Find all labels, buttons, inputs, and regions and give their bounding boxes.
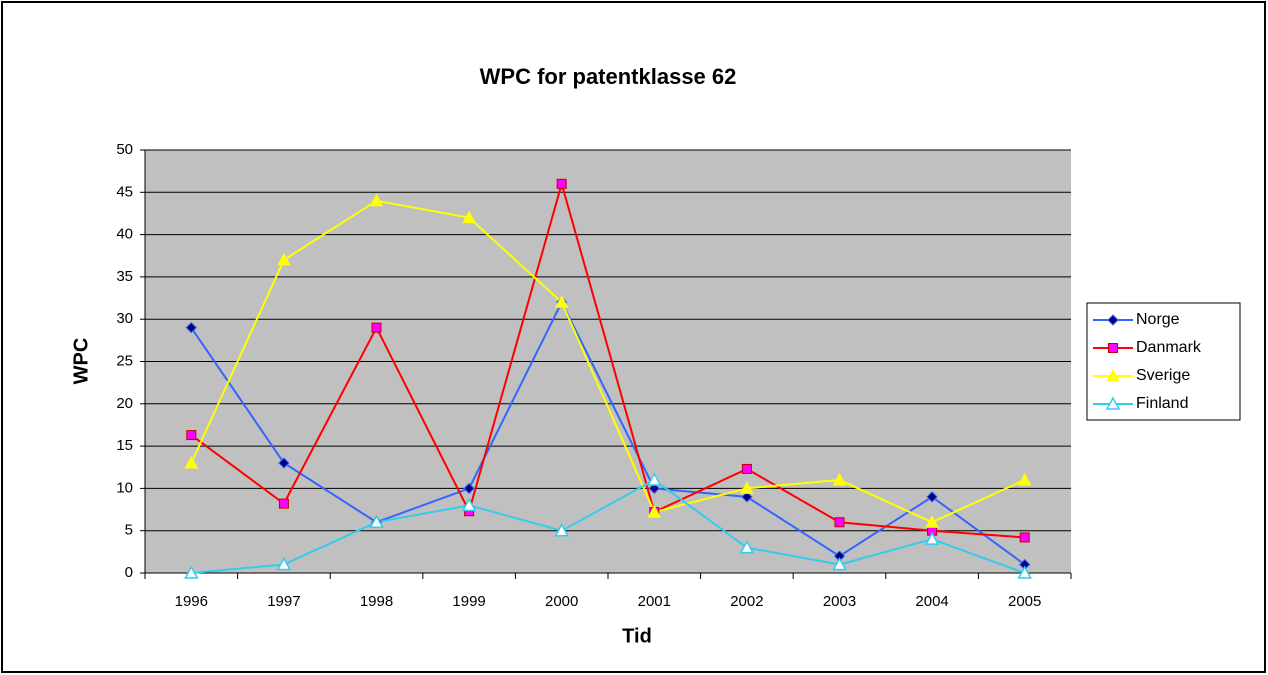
data-point (369, 514, 384, 528)
y-tick-label: 0 (125, 564, 133, 581)
y-tick-label: 50 (116, 141, 133, 158)
data-point (925, 515, 939, 528)
data-point (832, 556, 847, 571)
data-point (832, 472, 847, 486)
y-tick-label: 40 (116, 226, 133, 243)
data-point (278, 498, 289, 509)
x-tick-label: 2002 (730, 593, 763, 610)
series-line (190, 199, 1026, 524)
chart-title: WPC for patentklasse 62 (480, 64, 737, 89)
data-point (276, 556, 292, 571)
data-point (462, 210, 476, 224)
data-point (184, 565, 199, 579)
x-tick-label: 2003 (823, 593, 856, 610)
data-point (185, 321, 198, 334)
y-tick-label: 30 (116, 310, 133, 327)
data-point (740, 481, 754, 494)
data-point (186, 430, 197, 441)
x-axis-label: Tid (622, 625, 652, 647)
data-point (647, 472, 662, 486)
legend-marker (1106, 368, 1120, 382)
data-point (554, 295, 569, 308)
data-point (461, 497, 477, 512)
series-line (191, 478, 1026, 574)
data-point (1019, 532, 1030, 543)
x-tick-label: 2005 (1008, 593, 1041, 610)
y-tick-label: 20 (116, 395, 133, 412)
data-point (371, 322, 382, 333)
data-point (369, 193, 384, 207)
legend-label: Finland (1136, 395, 1188, 412)
data-point (739, 540, 755, 554)
x-tick-label: 1998 (360, 593, 393, 610)
y-tick-label: 35 (116, 268, 133, 285)
x-tick-label: 2000 (545, 593, 578, 610)
data-point (554, 523, 569, 537)
data-point (924, 531, 940, 545)
y-tick-label: 25 (116, 352, 133, 369)
y-tick-label: 15 (116, 437, 133, 454)
data-point (834, 517, 845, 528)
x-tick-label: 1996 (175, 593, 208, 610)
data-point (926, 491, 938, 503)
legend-label: Danmark (1136, 339, 1202, 356)
x-tick-label: 2004 (915, 593, 948, 610)
data-point (277, 252, 291, 266)
y-tick-label: 45 (116, 183, 133, 200)
y-tick-label: 5 (125, 522, 133, 539)
legend-marker (1107, 314, 1119, 326)
data-point (741, 491, 753, 503)
legend-label: Sverige (1136, 367, 1190, 384)
data-point (647, 505, 662, 518)
data-point (1017, 565, 1032, 579)
data-point (741, 463, 752, 474)
data-point (648, 482, 661, 495)
data-point (278, 457, 290, 469)
data-point (184, 455, 199, 469)
series-line (190, 180, 1025, 539)
legend-label: Norge (1136, 311, 1180, 328)
x-tick-label: 1999 (452, 593, 485, 610)
x-tick-label: 2001 (638, 593, 671, 610)
legend-marker (1105, 396, 1121, 410)
legend-marker (1108, 343, 1118, 353)
data-point (463, 482, 475, 495)
y-tick-label: 10 (116, 479, 133, 496)
data-point (1017, 472, 1032, 486)
data-point (556, 178, 567, 189)
x-tick-label: 1997 (267, 593, 300, 610)
y-axis-label: WPC (70, 338, 92, 385)
